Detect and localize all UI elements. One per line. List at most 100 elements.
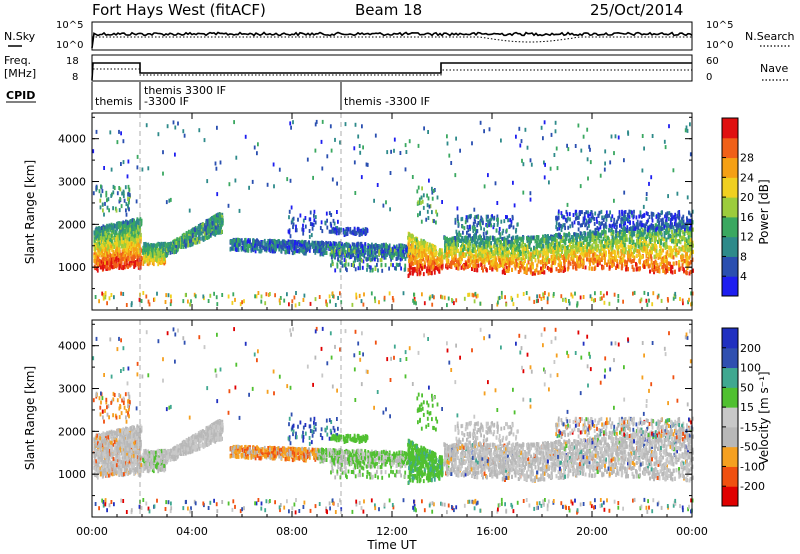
scatter-cell [440,264,443,269]
scatter-cell [132,231,135,236]
scatter-cell [94,246,97,251]
scatter-cell [126,224,129,229]
scatter-cell [130,252,133,257]
scatter-cell [381,268,384,273]
scatter-cell [107,227,110,232]
scatter-cell [424,264,426,269]
scatter-cell [185,243,187,248]
scatter-cell [370,244,372,249]
scatter-cell [267,246,269,251]
scatter-cell [120,252,123,257]
scatter-cell [107,225,110,230]
scatter-cell [108,236,110,240]
scatter-cell [188,229,190,234]
scatter-cell [204,235,207,240]
scatter-cell [346,268,348,273]
scatter-cell [431,196,434,201]
scatter-cell [113,186,116,190]
scatter-cell [103,255,106,259]
scatter-cell [329,221,332,226]
scatter-cell [95,232,97,237]
scatter-cell [118,232,121,237]
scatter-cell [277,239,279,244]
scatter-cell [355,249,358,254]
scatter-cell [106,241,108,246]
scatter-cell [149,258,152,263]
scatter-cell [145,243,147,248]
scatter-cell [126,248,128,253]
scatter-cell [112,249,115,254]
scatter-cell [334,230,337,235]
scatter-cell [127,232,130,237]
scatter-cell [244,237,247,242]
scatter-cell [115,256,118,261]
scatter-cell [209,228,211,232]
scatter-cell [116,244,119,249]
scatter-cell [118,199,121,204]
scatter-cell [117,233,120,238]
scatter-cell [126,236,129,241]
scatter-cell [293,246,296,251]
scatter-cell [189,230,192,235]
scatter-cell [144,247,147,252]
scatter-cell [194,228,196,233]
scatter-cell [173,247,176,252]
scatter-cell [135,229,138,234]
scatter-cell [404,267,407,272]
scatter-cell [117,240,120,245]
scatter-cell [363,245,366,250]
scatter-cell [102,247,105,252]
scatter-cell [431,186,433,191]
scatter-cell [114,224,117,229]
power-scatter [92,119,694,308]
scatter-cell [407,242,410,247]
scatter-cell [123,258,126,263]
scatter-cell [114,229,117,234]
scatter-cell [192,238,194,243]
scatter-cell [330,229,332,234]
scatter-cell [122,236,125,241]
scatter-cell [419,259,421,263]
scatter-cell [191,242,194,247]
scatter-cell [435,220,437,225]
scatter-cell [266,241,269,245]
scatter-cell [119,197,121,201]
scatter-cell [436,195,439,200]
scatter-cell [106,263,109,268]
scatter-cell [127,229,129,234]
scatter-cell [374,267,377,271]
scatter-cell [99,265,102,270]
scatter-cell [352,263,354,267]
scatter-cell [152,262,155,267]
scatter-cell [361,265,364,270]
scatter-cell [308,229,311,233]
scatter-cell [137,254,139,259]
scatter-cell [248,244,251,248]
scatter-cell [309,210,312,215]
scatter-cell [123,265,125,270]
scatter-cell [333,254,335,259]
scatter-cell [397,263,400,267]
scatter-cell [95,185,98,190]
scatter-cell [432,264,435,269]
scatter-cell [128,252,131,257]
scatter-cell [217,226,220,231]
scatter-cell [380,262,383,267]
scatter-cell [128,237,131,242]
scatter-cell [122,244,124,249]
scatter-cell [287,229,290,234]
scatter-cell [345,243,348,248]
scatter-cell [243,246,246,250]
scatter-cell [229,247,232,252]
scatter-cell [128,200,130,205]
scatter-cell [308,234,311,239]
cpid-row: themis themis 3300 IF -3300 IF themis -3… [91,82,430,110]
scatter-cell [258,242,260,247]
scatter-cell [301,239,304,244]
scatter-cell [131,227,134,232]
scatter-cell [110,244,113,249]
scatter-cell [97,251,100,256]
scatter-cell [183,235,186,240]
scatter-cell [135,251,137,256]
